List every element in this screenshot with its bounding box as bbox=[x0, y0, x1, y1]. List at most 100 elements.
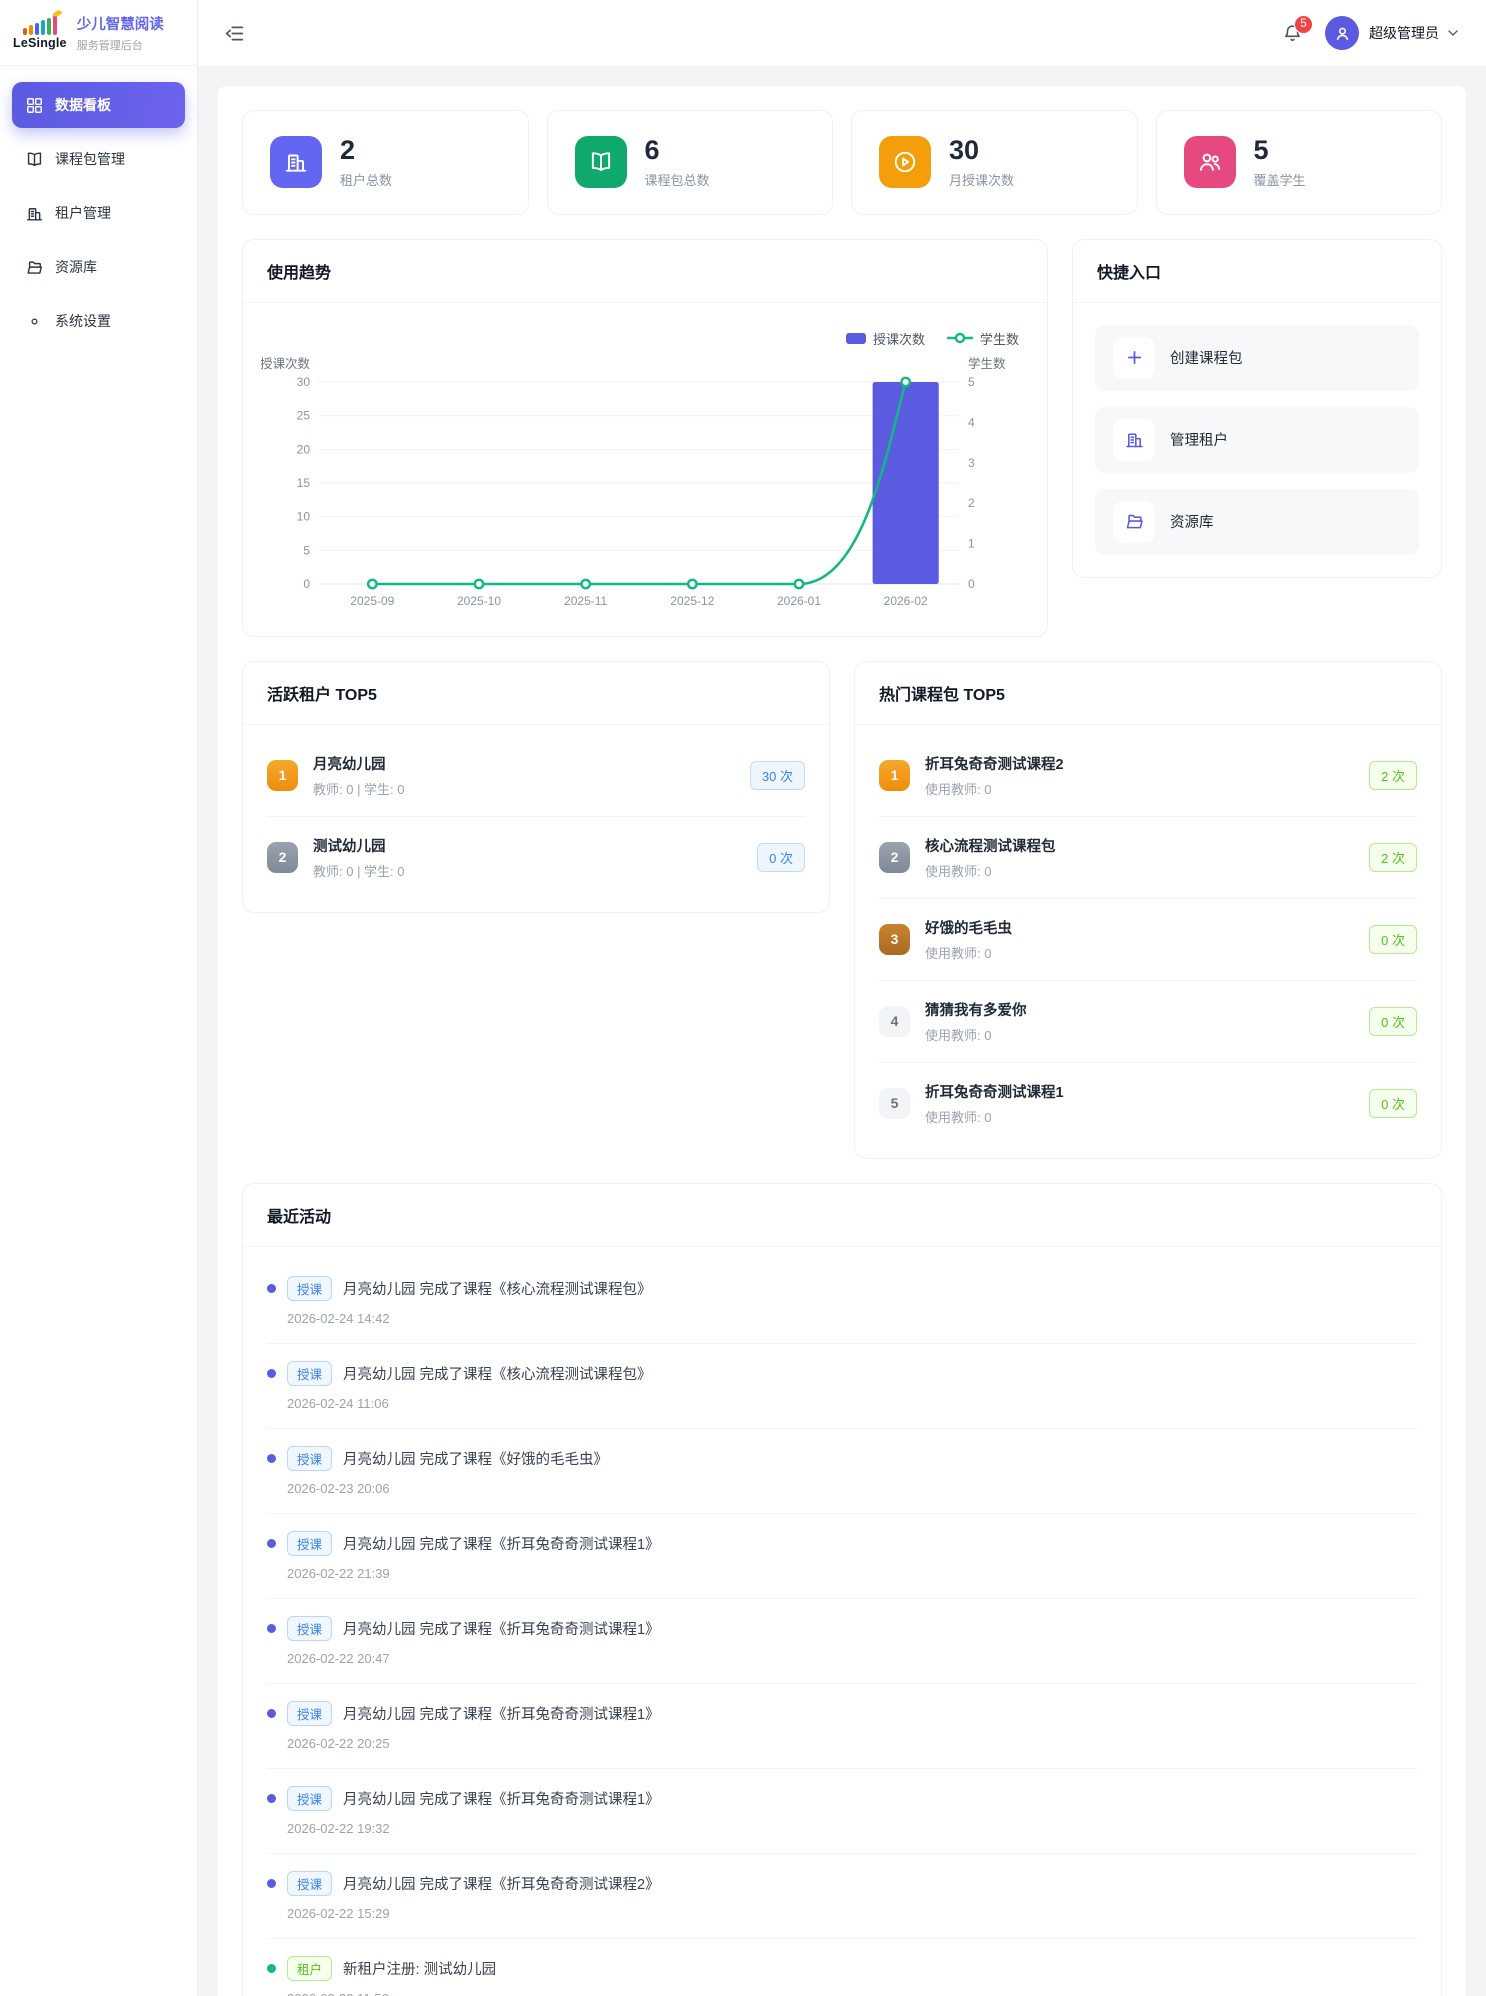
item-info: 测试幼儿园 教师: 0 | 学生: 0 bbox=[313, 835, 742, 880]
tenant-row[interactable]: 1 月亮幼儿园 教师: 0 | 学生: 0 30 次 bbox=[267, 735, 805, 817]
sidebar-menu: 数据看板课程包管理租户管理资源库系统设置 bbox=[0, 66, 197, 360]
logo-bar bbox=[34, 22, 39, 35]
course-row[interactable]: 5 折耳兔奇奇测试课程1 使用教师: 0 0 次 bbox=[879, 1063, 1417, 1144]
sidebar: LeSingle 少儿智慧阅读 服务管理后台 数据看板 课程包管理 租户管理 资源库系… bbox=[0, 0, 198, 1996]
stat-card-book: 6 课程包总数 bbox=[546, 110, 833, 215]
activity-row[interactable]: 授课 月亮幼儿园 完成了课程《折耳兔奇奇测试课程1》 2026-02-22 21:3… bbox=[267, 1514, 1417, 1599]
svg-text:4: 4 bbox=[968, 415, 975, 429]
svg-text:15: 15 bbox=[297, 476, 311, 490]
activity-line: 租户 新租户注册: 测试幼儿园 bbox=[267, 1955, 1417, 1981]
item-meta: 使用教师: 0 bbox=[925, 1027, 992, 1043]
rank-badge: 2 bbox=[267, 841, 298, 873]
avatar[interactable] bbox=[1325, 16, 1359, 50]
sidebar-item-dashboard[interactable]: 数据看板 bbox=[12, 82, 185, 128]
main-area: 5 超级管理员 2 租户总数 6 课程包总数 30 月授课次数 5 覆盖学生 使用趋势 授课次… bbox=[198, 0, 1486, 1996]
logo-text: LeSingle bbox=[13, 36, 67, 50]
activity-row[interactable]: 授课 月亮幼儿园 完成了课程《好饿的毛毛虫》 2026-02-23 20:06 bbox=[267, 1429, 1417, 1514]
sidebar-item-folder[interactable]: 资源库 bbox=[12, 244, 185, 290]
sidebar-collapse-icon[interactable] bbox=[224, 23, 245, 44]
activity-row[interactable]: 授课 月亮幼儿园 完成了课程《核心流程测试课程包》 2026-02-24 11:06 bbox=[267, 1344, 1417, 1429]
activity-tag: 授课 bbox=[287, 1530, 333, 1556]
stat-label: 覆盖学生 bbox=[1253, 172, 1306, 188]
item-meta: 使用教师: 0 bbox=[925, 945, 992, 961]
sidebar-item-building[interactable]: 租户管理 bbox=[12, 190, 185, 236]
sidebar-item-label: 资源库 bbox=[55, 259, 97, 275]
activity-dot bbox=[267, 1623, 276, 1633]
svg-text:10: 10 bbox=[297, 509, 311, 523]
activity-row[interactable]: 授课 月亮幼儿园 完成了课程《折耳兔奇奇测试课程2》 2026-02-22 15:2… bbox=[267, 1854, 1417, 1939]
svg-text:授课次数: 授课次数 bbox=[261, 356, 310, 371]
item-name: 折耳兔奇奇测试课程2 bbox=[925, 756, 1064, 773]
item-meta: 使用教师: 0 bbox=[925, 863, 992, 879]
activity-time: 2026-02-22 20:25 bbox=[287, 1735, 390, 1751]
activity-time: 2026-02-24 14:42 bbox=[287, 1310, 390, 1326]
sidebar-item-book[interactable]: 课程包管理 bbox=[12, 136, 185, 182]
rank-badge: 4 bbox=[879, 1005, 910, 1037]
activity-text: 月亮幼儿园 完成了课程《折耳兔奇奇测试课程1》 bbox=[343, 1536, 660, 1553]
activity-time: 2026-02-22 19:32 bbox=[287, 1820, 390, 1836]
chevron-down-icon[interactable] bbox=[1446, 26, 1460, 40]
line-point-2026-01 bbox=[793, 578, 805, 590]
course-row[interactable]: 1 折耳兔奇奇测试课程2 使用教师: 0 2 次 bbox=[879, 735, 1417, 817]
stat-card-building: 2 租户总数 bbox=[242, 110, 529, 215]
activity-row[interactable]: 授课 月亮幼儿园 完成了课程《核心流程测试课程包》 2026-02-24 14:42 bbox=[267, 1259, 1417, 1344]
activity-time: 2026-02-23 20:06 bbox=[287, 1480, 390, 1496]
activity-row[interactable]: 授课 月亮幼儿园 完成了课程《折耳兔奇奇测试课程1》 2026-02-22 20:4… bbox=[267, 1599, 1417, 1684]
line-point-2025-11 bbox=[580, 578, 592, 590]
logo-bar bbox=[46, 17, 51, 35]
quick-entry-card: 快捷入口 创建课程包 管理租户 资源库 bbox=[1072, 238, 1442, 578]
activity-tag: 授课 bbox=[287, 1615, 333, 1641]
bar-2026-02 bbox=[872, 381, 939, 584]
item-name: 猜猜我有多爱你 bbox=[925, 1002, 1027, 1019]
stat-value: 6 bbox=[644, 135, 660, 165]
rank-badge: 2 bbox=[879, 841, 910, 873]
course-row[interactable]: 2 核心流程测试课程包 使用教师: 0 2 次 bbox=[879, 817, 1417, 899]
activity-line: 授课 月亮幼儿园 完成了课程《折耳兔奇奇测试课程2》 bbox=[267, 1870, 1417, 1896]
activity-text: 月亮幼儿园 完成了课程《折耳兔奇奇测试课程2》 bbox=[343, 1876, 660, 1893]
svg-text:1: 1 bbox=[968, 536, 975, 550]
quick-entry-label: 创建课程包 bbox=[1170, 351, 1243, 368]
building-icon bbox=[25, 204, 44, 223]
recent-activity-list: 授课 月亮幼儿园 完成了课程《核心流程测试课程包》 2026-02-24 14:42… bbox=[243, 1247, 1441, 1996]
course-row[interactable]: 3 好饿的毛毛虫 使用教师: 0 0 次 bbox=[879, 899, 1417, 981]
activity-dot bbox=[267, 1453, 276, 1463]
activity-text: 月亮幼儿园 完成了课程《好饿的毛毛虫》 bbox=[343, 1451, 609, 1468]
quick-entry-building[interactable]: 管理租户 bbox=[1095, 406, 1419, 473]
activity-line: 授课 月亮幼儿园 完成了课程《核心流程测试课程包》 bbox=[267, 1360, 1417, 1386]
activity-time: 2026-02-22 11:56 bbox=[287, 1991, 1417, 1996]
username[interactable]: 超级管理员 bbox=[1369, 25, 1439, 41]
active-tenants-title: 活跃租户 TOP5 bbox=[267, 686, 377, 704]
activity-line: 授课 月亮幼儿园 完成了课程《折耳兔奇奇测试课程1》 bbox=[267, 1530, 1417, 1556]
svg-text:25: 25 bbox=[297, 408, 311, 422]
brand-logo: LeSingle bbox=[13, 8, 67, 50]
activity-tag: 授课 bbox=[287, 1445, 333, 1471]
item-meta: 教师: 0 | 学生: 0 bbox=[313, 863, 405, 879]
activity-time: 2026-02-24 11:06 bbox=[287, 1395, 389, 1411]
stat-label: 课程包总数 bbox=[644, 172, 710, 188]
item-name: 月亮幼儿园 bbox=[313, 756, 386, 773]
quick-entry-label: 资源库 bbox=[1170, 515, 1214, 532]
logo-bar bbox=[22, 28, 27, 35]
topbar: 5 超级管理员 bbox=[198, 0, 1486, 66]
activity-row[interactable]: 授课 月亮幼儿园 完成了课程《折耳兔奇奇测试课程1》 2026-02-22 19:3… bbox=[267, 1769, 1417, 1854]
activity-dot bbox=[267, 1708, 276, 1718]
activity-line: 授课 月亮幼儿园 完成了课程《核心流程测试课程包》 bbox=[267, 1275, 1417, 1301]
svg-text:2026-02: 2026-02 bbox=[884, 594, 928, 608]
course-row[interactable]: 4 猜猜我有多爱你 使用教师: 0 0 次 bbox=[879, 981, 1417, 1063]
activity-tag: 授课 bbox=[287, 1785, 333, 1811]
activity-time: 2026-02-22 21:39 bbox=[287, 1565, 390, 1581]
tenant-row[interactable]: 2 测试幼儿园 教师: 0 | 学生: 0 0 次 bbox=[267, 817, 805, 898]
quick-entry-plus[interactable]: 创建课程包 bbox=[1095, 324, 1419, 391]
activity-text: 月亮幼儿园 完成了课程《核心流程测试课程包》 bbox=[343, 1366, 652, 1383]
activity-row[interactable]: 授课 月亮幼儿园 完成了课程《折耳兔奇奇测试课程1》 2026-02-22 20:2… bbox=[267, 1684, 1417, 1769]
building-icon bbox=[270, 136, 322, 189]
activity-dot bbox=[267, 1793, 276, 1803]
book-icon bbox=[574, 136, 627, 189]
quick-entry-folder[interactable]: 资源库 bbox=[1095, 488, 1419, 555]
sidebar-item-gear[interactable]: 系统设置 bbox=[12, 298, 185, 344]
sidebar-item-label: 租户管理 bbox=[55, 205, 111, 221]
notification-bell-icon[interactable]: 5 bbox=[1282, 14, 1313, 44]
